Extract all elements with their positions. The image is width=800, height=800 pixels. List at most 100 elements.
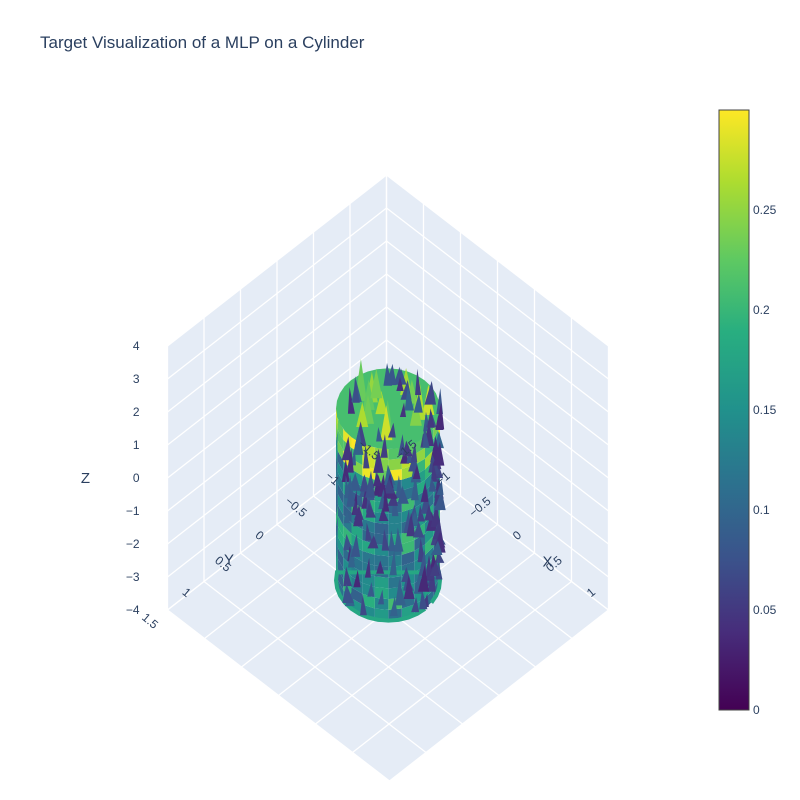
surface-facet (374, 554, 389, 567)
cone-marker (430, 503, 441, 528)
surface-facet (337, 472, 344, 494)
cone-marker (353, 504, 363, 527)
z-tick-label: 1 (133, 438, 140, 452)
surface-facet (337, 537, 344, 558)
cone-marker (403, 575, 415, 600)
cone-marker (365, 522, 372, 541)
cone-marker (380, 434, 388, 458)
surface-facet (374, 576, 389, 589)
surface-facet (336, 419, 338, 441)
colorbar-tick-label: 0.05 (753, 603, 777, 617)
surface-spike (370, 368, 383, 399)
surface-facet (337, 462, 344, 483)
surface-facet (351, 587, 363, 605)
grid-line (167, 306, 387, 479)
surface-facet (414, 533, 425, 551)
surface-facet (343, 428, 352, 448)
cone-marker (395, 475, 403, 498)
cone-marker (398, 434, 406, 456)
z-tick-label: −1 (126, 504, 140, 518)
cone-marker (346, 448, 354, 473)
colorbar-tick-label: 0.2 (753, 303, 770, 317)
surface-facet (337, 483, 344, 504)
surface-facet (351, 555, 363, 573)
cone-marker (415, 368, 422, 396)
cone-marker (436, 480, 444, 495)
surface-facet (401, 550, 415, 566)
grid-line (386, 339, 609, 512)
cone-marker (435, 402, 445, 430)
grid-line (389, 609, 609, 782)
z-tick-label: 4 (133, 339, 140, 353)
z-axis-title: Z (81, 470, 90, 487)
cone-marker (422, 424, 430, 448)
cone-marker (365, 470, 375, 498)
cone-marker (410, 473, 419, 501)
cone-marker (413, 393, 423, 413)
y-axis-title: Y (224, 552, 234, 569)
cone-marker (381, 528, 390, 551)
surface-facet (336, 548, 338, 570)
cone-marker (367, 535, 379, 549)
cone-marker (352, 499, 360, 515)
surface-facet (425, 450, 434, 470)
surface-facet (425, 536, 434, 556)
cone-marker (428, 477, 437, 492)
cone-marker (408, 453, 419, 472)
cone-marker (419, 589, 428, 610)
surface-facet (337, 526, 344, 547)
surface-facet (401, 475, 415, 491)
cone-markers (341, 362, 446, 617)
cone-marker (431, 460, 438, 482)
grid-line (167, 207, 387, 380)
cone-marker (396, 377, 404, 392)
z-tick-label: 3 (133, 372, 140, 386)
cone-marker (373, 448, 384, 473)
surface-facet (362, 518, 375, 534)
cone-marker (343, 534, 353, 551)
surface-facet (337, 429, 344, 451)
cone-marker (342, 583, 354, 604)
cone-marker (347, 387, 355, 414)
surface-facet (336, 451, 338, 474)
cone-marker (376, 427, 383, 442)
grid-line (386, 174, 609, 347)
cone-marker (341, 458, 350, 482)
cone-marker (402, 440, 413, 457)
surface-facet (337, 451, 344, 472)
cone-marker (367, 582, 375, 597)
surface-facet (336, 526, 338, 549)
cone-marker (346, 486, 357, 507)
surface-spike (375, 390, 388, 415)
grid-line (386, 273, 609, 446)
surface-facet (336, 516, 338, 538)
surface-facet (336, 473, 338, 495)
surface-facet (336, 484, 338, 506)
surface-facet (336, 430, 338, 452)
surface-facet (374, 608, 389, 621)
z-tick-label: −2 (126, 537, 140, 551)
colorbar-gradient (718, 109, 750, 711)
cone-marker (376, 560, 385, 574)
cone-marker (343, 566, 352, 587)
cone-marker (424, 381, 437, 405)
grid-line (167, 174, 387, 347)
cone-marker (430, 540, 443, 556)
surface-facet (337, 440, 344, 462)
cone-marker (353, 570, 361, 588)
grid-line (167, 339, 387, 512)
colorbar-tick-label: 0.15 (753, 403, 777, 417)
surface-facet (337, 504, 344, 526)
z-tick-label: 2 (133, 405, 140, 419)
colorbar-tick-label: 0.1 (753, 503, 770, 517)
surface-facet (351, 598, 363, 616)
cone-marker (341, 436, 352, 461)
surface-facet (425, 471, 434, 491)
cone-marker (404, 386, 415, 411)
surface-facet (401, 540, 415, 555)
surface-facet (337, 494, 344, 515)
z-tick-label: 0 (133, 471, 140, 485)
x-axis-title: X (542, 554, 552, 571)
surface-facet (337, 547, 344, 569)
